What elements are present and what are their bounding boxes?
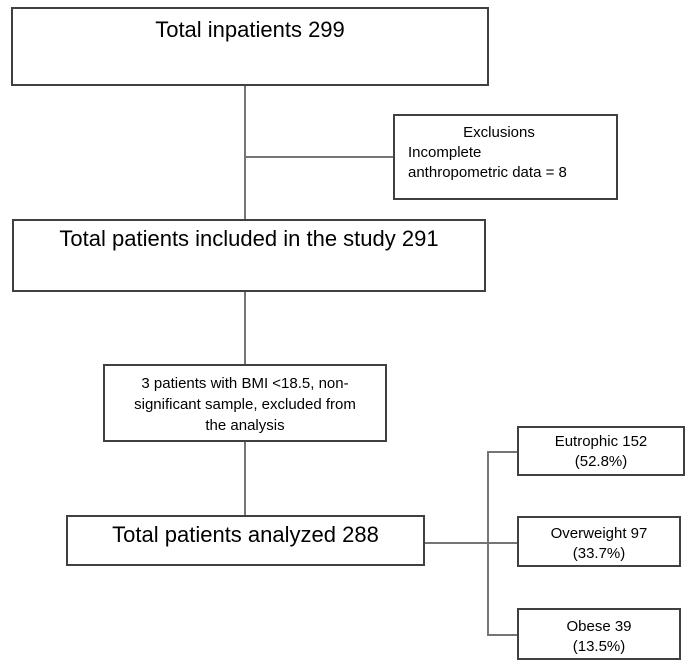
box-eutrophic: Eutrophic 152 (52.8%) bbox=[517, 426, 685, 476]
connector-bmi-note-to-analyzed bbox=[244, 442, 246, 515]
connector-to-obese bbox=[487, 634, 517, 636]
total-included-label: Total patients included in the study 291 bbox=[59, 226, 439, 251]
obese-count: Obese 39 bbox=[566, 618, 632, 635]
box-obese: Obese 39 (13.5%) bbox=[517, 608, 681, 660]
connector-inpatients-to-included bbox=[244, 86, 246, 219]
connector-included-to-bmi-note bbox=[244, 292, 246, 364]
box-exclusions: Exclusions Incomplete anthropometric dat… bbox=[393, 114, 618, 200]
total-inpatients-label: Total inpatients 299 bbox=[155, 17, 345, 42]
overweight-count: Overweight 97 bbox=[550, 525, 648, 542]
box-overweight: Overweight 97 (33.7%) bbox=[517, 516, 681, 567]
connector-analyzed-to-categories bbox=[425, 542, 517, 544]
connector-to-eutrophic bbox=[487, 451, 517, 453]
bmi-note-line-2: significant sample, excluded from bbox=[134, 396, 356, 413]
total-analyzed-label: Total patients analyzed 288 bbox=[112, 522, 379, 547]
bmi-note-line-3: the analysis bbox=[205, 417, 285, 434]
eutrophic-count: Eutrophic 152 bbox=[554, 433, 648, 450]
eutrophic-percent: (52.8%) bbox=[574, 453, 628, 470]
box-total-inpatients: Total inpatients 299 bbox=[11, 7, 489, 86]
obese-percent: (13.5%) bbox=[572, 638, 626, 655]
exclusions-line-2: anthropometric data = 8 bbox=[408, 164, 567, 181]
box-total-analyzed: Total patients analyzed 288 bbox=[66, 515, 425, 566]
overweight-percent: (33.7%) bbox=[572, 545, 626, 562]
exclusions-line-1: Incomplete bbox=[408, 144, 482, 161]
box-bmi-exclusion-note: 3 patients with BMI <18.5, non- signific… bbox=[103, 364, 387, 442]
box-total-included: Total patients included in the study 291 bbox=[12, 219, 486, 292]
connector-to-exclusions bbox=[245, 156, 393, 158]
bmi-note-line-1: 3 patients with BMI <18.5, non- bbox=[141, 375, 349, 392]
exclusions-title: Exclusions bbox=[463, 124, 535, 141]
connector-categories-trunk bbox=[487, 451, 489, 636]
